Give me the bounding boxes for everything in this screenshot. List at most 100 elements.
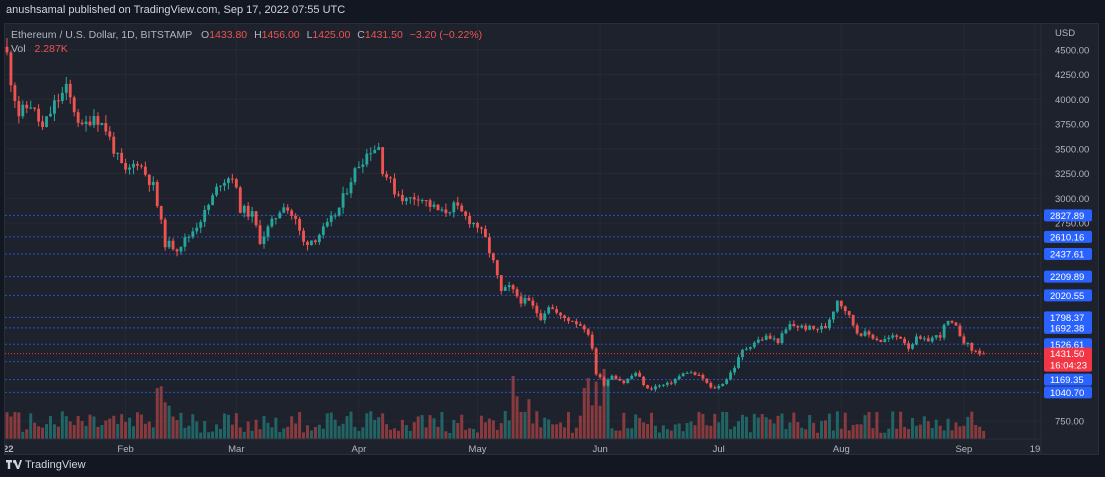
candle-body <box>310 240 313 246</box>
candle-body <box>642 376 646 386</box>
volume-bar <box>748 432 752 439</box>
volume-bar <box>839 428 843 439</box>
volume-bar <box>942 430 946 439</box>
candle-body <box>29 107 33 109</box>
candle-body <box>768 335 772 339</box>
volume-bar <box>341 423 345 439</box>
volume-bar <box>871 428 875 439</box>
candle-body <box>539 313 543 321</box>
volume-bar <box>543 417 547 439</box>
volume-bar <box>179 412 183 439</box>
candle-body <box>400 194 404 202</box>
volume-bar <box>689 421 693 439</box>
volume-bar <box>476 432 480 439</box>
volume-bar <box>60 411 64 439</box>
candle-body <box>226 178 230 183</box>
volume-bar <box>432 418 436 439</box>
candle-body <box>219 185 222 187</box>
candle-body <box>816 328 820 330</box>
open-label: O <box>201 29 210 41</box>
volume-bar <box>883 432 887 439</box>
candle-body <box>215 186 218 196</box>
candle-body <box>37 108 41 122</box>
candle-body <box>274 218 278 220</box>
volume-bar <box>978 426 982 439</box>
volume-bar <box>242 431 246 439</box>
level-badge <box>1044 270 1092 283</box>
price-chart[interactable]: USD 4500.00 4250.00 4000.00 3750.00 3500.00 32… <box>5 24 1099 455</box>
volume-bar <box>792 412 796 439</box>
tradingview-brand[interactable]: TradingView <box>6 459 86 471</box>
candle-body <box>867 331 871 335</box>
candle-body <box>669 382 673 384</box>
candle-body <box>88 121 92 126</box>
volume-bar <box>780 413 784 439</box>
candle-body <box>606 379 610 386</box>
volume-bar <box>570 432 574 439</box>
candle-body <box>211 195 215 205</box>
volume-bar <box>653 425 657 439</box>
volume-bar <box>574 427 578 439</box>
volume-bar <box>764 417 768 439</box>
level-badge <box>1044 311 1092 324</box>
candle-body <box>124 163 128 170</box>
candle-body <box>56 100 60 102</box>
candle-body <box>748 347 752 349</box>
volume-bar <box>460 414 464 439</box>
volume-bar <box>309 430 313 439</box>
volume-bar <box>377 417 381 439</box>
candle-body <box>851 315 855 326</box>
candle-body <box>721 383 725 387</box>
volume-bar <box>278 432 282 439</box>
candle-body <box>598 374 602 378</box>
candle-body <box>586 329 590 335</box>
candle-body <box>266 226 270 237</box>
candle-body <box>551 307 555 310</box>
volume-bar <box>104 420 108 439</box>
volume-bar <box>404 425 408 439</box>
volume-bar <box>468 428 472 439</box>
volume-bar <box>737 421 741 439</box>
volume-bar <box>930 428 934 439</box>
volume-bar <box>29 413 33 439</box>
candle-body <box>404 198 408 202</box>
volume-bar <box>33 422 37 439</box>
candle-body <box>918 336 922 339</box>
candle-body <box>879 340 883 342</box>
level-badge-label: 1798.37 <box>1050 313 1084 324</box>
volume-bar <box>396 430 400 439</box>
volume-bar <box>163 402 167 439</box>
volume-bar <box>9 416 13 439</box>
candle-body <box>942 324 946 338</box>
candle-body <box>630 375 634 379</box>
volume-bar <box>914 425 918 439</box>
volume-bar <box>831 430 835 439</box>
candle-body <box>764 335 768 340</box>
candle-body <box>361 164 365 167</box>
candle-body <box>416 199 420 201</box>
candle-body <box>179 246 183 252</box>
volume-bar <box>740 414 744 439</box>
volume-bar <box>222 413 226 439</box>
candle-body <box>199 221 203 228</box>
candle-body <box>796 326 800 328</box>
candle-body <box>681 373 685 377</box>
candle-body <box>523 297 527 304</box>
volume-bar <box>472 428 476 439</box>
volume-bar <box>139 414 143 439</box>
candle-body <box>480 227 483 229</box>
candle-body <box>788 324 792 330</box>
volume-bar <box>448 432 452 439</box>
volume-bar <box>345 416 349 439</box>
candle-body <box>203 209 207 222</box>
chart-pane[interactable]: USD 4500.00 4250.00 4000.00 3750.00 3500.00 32… <box>4 23 1099 455</box>
volume-bar <box>408 430 412 439</box>
volume-bar <box>88 414 92 439</box>
high-value: 1456.00 <box>261 29 300 41</box>
volume-bar <box>385 424 389 439</box>
volume-bar <box>302 432 306 439</box>
volume-bar <box>92 416 96 439</box>
candle-body <box>855 325 859 334</box>
volume-bar <box>918 424 922 439</box>
volume-bar <box>491 420 495 439</box>
